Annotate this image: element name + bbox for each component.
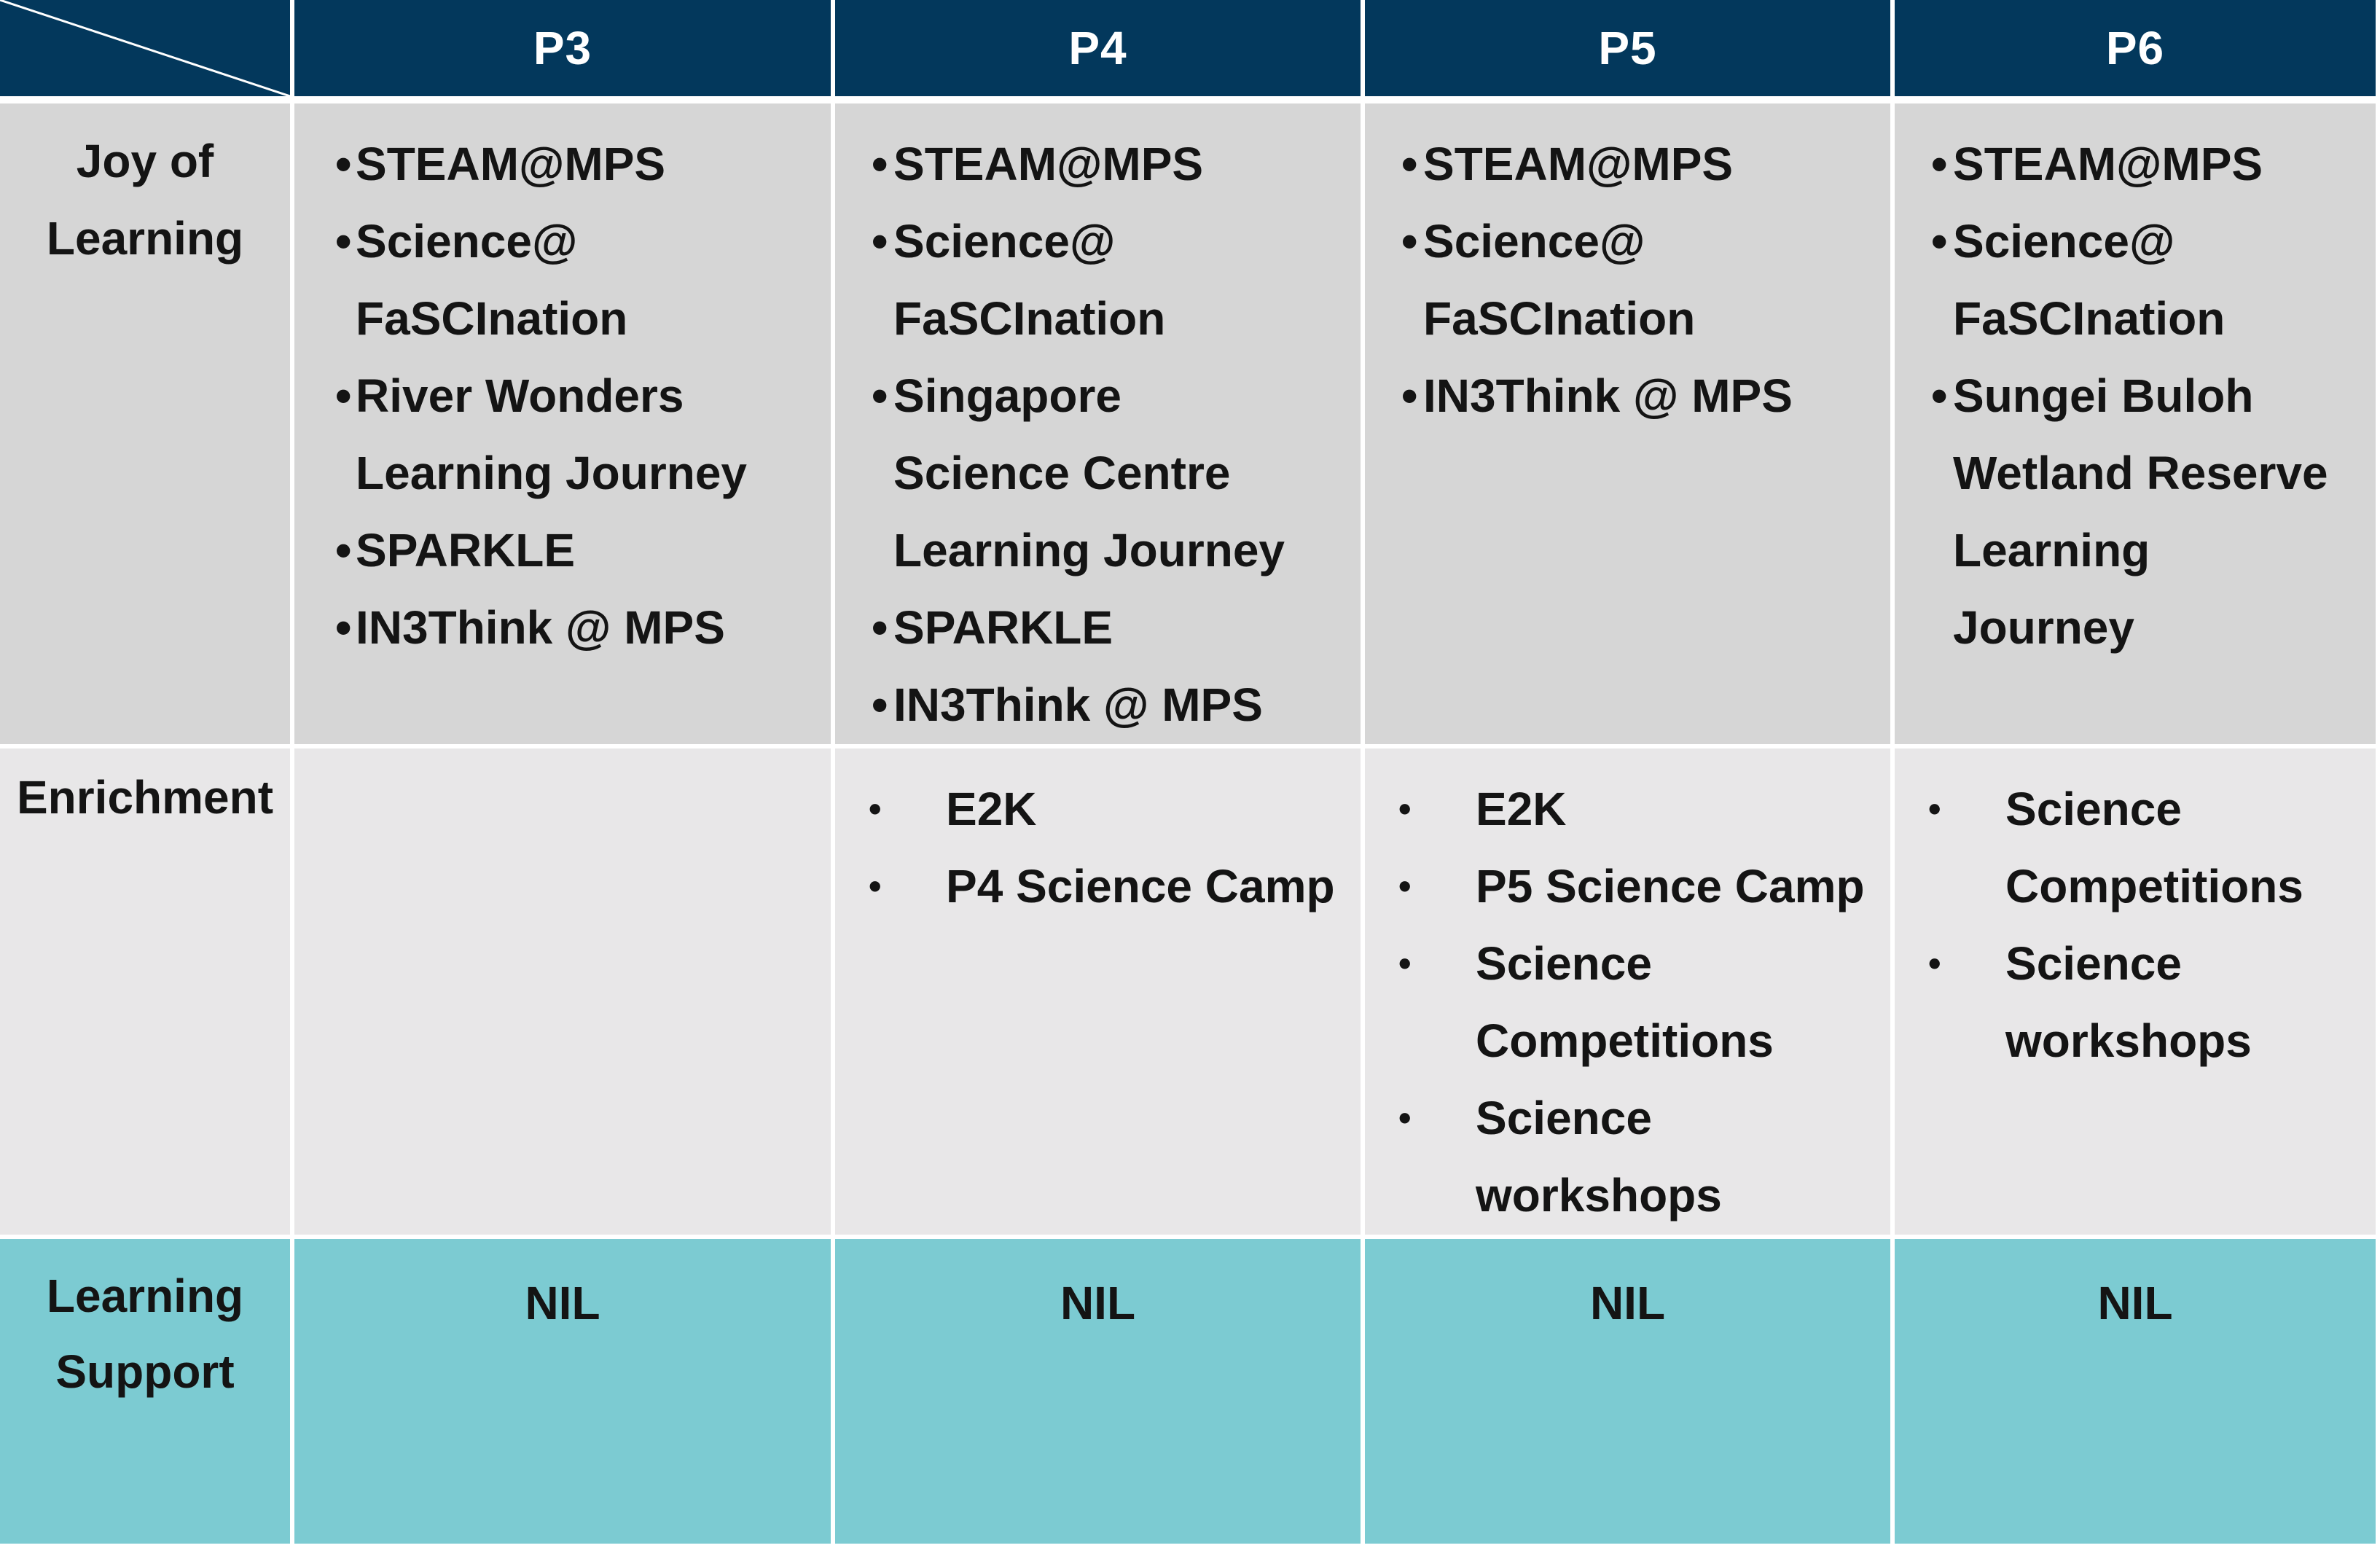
- cell-support-p5: NIL: [1365, 1239, 1895, 1548]
- list-item: • Singapore Science Centre Learning Journ…: [872, 370, 1285, 576]
- list-item: • Science workshops: [1928, 937, 2252, 1067]
- list-enrichment-p5: • E2K • P5 Science Camp • Science Competiti…: [1365, 748, 1890, 1234]
- list-item: • SPARKLE: [335, 524, 576, 576]
- list-item: • Science@ FaSCInation: [1931, 215, 2226, 345]
- row-label-text: Learning Support: [46, 1270, 244, 1398]
- list-joy-p3: • STEAM@MPS • Science@ FaSCInation • River …: [294, 103, 831, 666]
- cell-enrichment-p6: • Science Competitions • Science workshops: [1895, 748, 2380, 1239]
- list-item: • STEAM@MPS: [335, 138, 666, 190]
- cell-enrichment-p5: • E2K • P5 Science Camp • Science Competiti…: [1365, 748, 1895, 1239]
- list-item: • P5 Science Camp: [1398, 860, 1865, 912]
- list-item: • Science@ FaSCInation: [1401, 215, 1696, 345]
- list-item: • Science@ FaSCInation: [335, 215, 628, 345]
- list-item: • Science Competitions: [1928, 783, 2303, 912]
- cell-joy-p4: • STEAM@MPS • Science@ FaSCInation • Singap…: [835, 103, 1365, 748]
- list-item: • IN3Think @ MPS: [335, 601, 725, 654]
- cell-enrichment-p4: • E2K • P4 Science Camp: [835, 748, 1365, 1239]
- cell-joy-p6: • STEAM@MPS • Science@ FaSCInation • Sungei…: [1895, 103, 2380, 748]
- row-label-enrichment: Enrichment: [0, 748, 294, 1239]
- cell-joy-p3: • STEAM@MPS • Science@ FaSCInation • River …: [294, 103, 835, 748]
- corner-cell: [0, 0, 294, 103]
- list-item: • Sungei Buloh Wetland Reserve Learning J…: [1931, 370, 2328, 654]
- list-item: • E2K: [1398, 783, 1567, 835]
- list-enrichment-p4: • E2K • P4 Science Camp: [835, 748, 1361, 925]
- list-item: • SPARKLE: [872, 601, 1113, 654]
- cell-support-p6: NIL: [1895, 1239, 2380, 1548]
- cell-joy-p5: • STEAM@MPS • Science@ FaSCInation • IN3Thi…: [1365, 103, 1895, 748]
- list-enrichment-p6: • Science Competitions • Science workshops: [1895, 748, 2376, 1079]
- row-label-text: Enrichment: [16, 771, 274, 824]
- list-joy-p6: • STEAM@MPS • Science@ FaSCInation • Sungei…: [1895, 103, 2376, 666]
- cell-enrichment-p3: [294, 748, 835, 1239]
- list-item: • IN3Think @ MPS: [872, 679, 1263, 731]
- list-joy-p5: • STEAM@MPS • Science@ FaSCInation • IN3Thi…: [1365, 103, 1890, 434]
- list-item: • Science workshops: [1398, 1092, 1722, 1221]
- list-joy-p4: • STEAM@MPS • Science@ FaSCInation • Singap…: [835, 103, 1361, 743]
- column-header-p6: P6: [1895, 0, 2380, 103]
- list-item: • E2K: [869, 783, 1037, 835]
- column-header-p4: P4: [835, 0, 1365, 103]
- list-item: • Science@ FaSCInation: [872, 215, 1166, 345]
- cell-support-p4: NIL: [835, 1239, 1365, 1548]
- column-header-p3: P3: [294, 0, 835, 103]
- diagonal-divider: [0, 0, 290, 96]
- list-item: • STEAM@MPS: [1931, 138, 2263, 190]
- row-label-joy-of-learning: Joy of Learning: [0, 103, 294, 748]
- list-item: • River Wonders Learning Journey: [335, 370, 747, 499]
- list-item: • STEAM@MPS: [872, 138, 1204, 190]
- column-header-p5: P5: [1365, 0, 1895, 103]
- row-label-text: Joy of Learning: [46, 135, 244, 265]
- list-item: • Science Competitions: [1398, 937, 1774, 1067]
- list-item: • STEAM@MPS: [1401, 138, 1734, 190]
- list-item: • P4 Science Camp: [869, 860, 1335, 912]
- list-item: • IN3Think @ MPS: [1401, 370, 1793, 422]
- cell-support-p3: NIL: [294, 1239, 835, 1548]
- row-label-learning-support: Learning Support: [0, 1239, 294, 1548]
